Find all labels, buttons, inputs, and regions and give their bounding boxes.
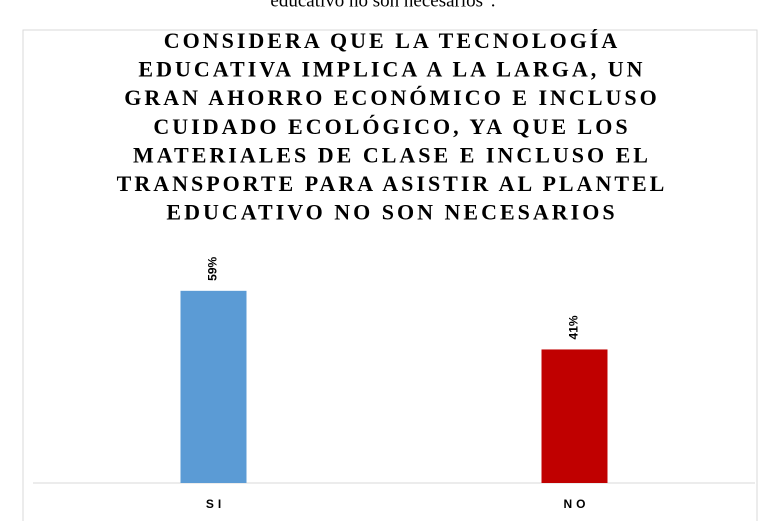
chart-title: TRANSPORTE PARA ASISTIR AL PLANTEL (117, 171, 668, 196)
chart-title: CUIDADO ECOLÓGICO, YA QUE LOS (153, 114, 630, 139)
chart-title: EDUCATIVA IMPLICA A LA LARGA, UN (138, 57, 645, 82)
x-tick-label: SI (206, 497, 225, 511)
chart-title: EDUCATIVO NO SON NECESARIOS (166, 200, 617, 225)
chart-frame (22, 29, 758, 521)
caption: educativo no son necesarios". (270, 0, 495, 11)
value-label: 41% (567, 315, 581, 339)
bar (180, 290, 247, 483)
value-label: 59% (206, 256, 220, 280)
bar (541, 349, 608, 483)
chart-title: GRAN AHORRO ECONÓMICO E INCLUSO (124, 85, 659, 110)
x-tick-label: NO (564, 497, 590, 511)
chart-title: CONSIDERA QUE LA TECNOLOGÍA (164, 28, 621, 53)
chart-title: MATERIALES DE CLASE E INCLUSO EL (133, 142, 651, 167)
